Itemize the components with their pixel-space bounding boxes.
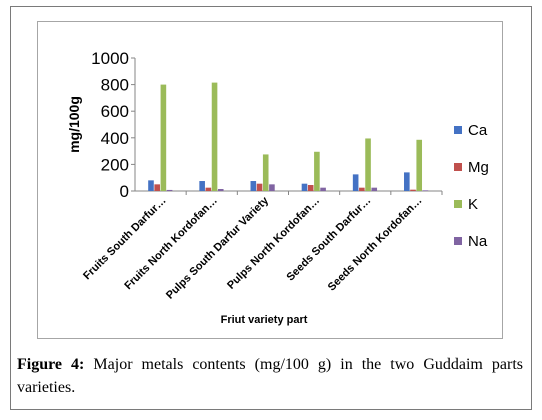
y-tick-label: 600 bbox=[101, 102, 129, 121]
legend-label-na: Na bbox=[468, 233, 488, 250]
bar-k bbox=[262, 154, 269, 191]
bar-k bbox=[314, 151, 320, 191]
bar-na bbox=[422, 190, 429, 191]
figure-caption: Figure 4: Major metals contents (mg/100 … bbox=[17, 353, 523, 399]
x-category-label: Seeds North Kordofan… bbox=[326, 195, 425, 294]
bar-ca bbox=[199, 181, 205, 191]
bar-mg bbox=[256, 183, 263, 191]
bar-ca bbox=[352, 174, 359, 191]
legend-swatch-k bbox=[454, 200, 462, 208]
y-axis-title: mg/100g bbox=[66, 96, 82, 153]
x-axis-title: Friut variety part bbox=[221, 314, 308, 326]
bar-k bbox=[416, 139, 423, 191]
bar-ca bbox=[148, 180, 154, 191]
legend-label-mg: Mg bbox=[468, 159, 489, 176]
x-category-label: Pulps North Kordofan… bbox=[225, 195, 322, 292]
legend-swatch-ca bbox=[454, 126, 462, 134]
bar-na bbox=[269, 184, 275, 191]
y-tick-label: 200 bbox=[101, 155, 129, 174]
bar-na bbox=[166, 189, 173, 191]
x-category-label: Fruits South Darfur… bbox=[81, 195, 169, 283]
legend-swatch-mg bbox=[454, 163, 462, 171]
y-tick-label: 400 bbox=[101, 129, 129, 148]
bar-k bbox=[211, 82, 218, 191]
caption-text: Major metals contents (mg/100 g) in the … bbox=[17, 356, 524, 396]
x-category-label: Pulps South Darfur Variety bbox=[164, 194, 272, 302]
bar-ca bbox=[404, 172, 410, 191]
bar-mg bbox=[205, 187, 212, 191]
bar-chart: 0 200 400 600 800 1000 mg/100g Fruits South Dar… bbox=[66, 49, 489, 326]
bar-ca bbox=[250, 181, 257, 191]
bar-na bbox=[217, 189, 224, 191]
y-tick-label: 800 bbox=[101, 76, 129, 95]
legend-label-ca: Ca bbox=[468, 122, 488, 139]
bar-k bbox=[365, 138, 371, 191]
x-category-label: Seeds South Darfur… bbox=[284, 195, 373, 284]
x-category-label: Fruits North Kordofan… bbox=[122, 195, 220, 293]
bar-na bbox=[371, 187, 378, 191]
y-tick-label: 1000 bbox=[91, 49, 129, 68]
chart-area: 0 200 400 600 800 1000 mg/100g Fruits South Dar… bbox=[37, 21, 503, 339]
bar-mg bbox=[307, 185, 314, 191]
legend-label-k: K bbox=[468, 196, 478, 213]
legend-swatch-na bbox=[454, 237, 462, 245]
bar-mg bbox=[154, 184, 160, 191]
bar-ca bbox=[301, 183, 308, 191]
figure-frame: 0 200 400 600 800 1000 mg/100g Fruits South Dar… bbox=[10, 6, 532, 410]
y-tick-label: 0 bbox=[120, 182, 129, 201]
bar-mg bbox=[410, 189, 416, 191]
bar-na bbox=[320, 187, 326, 191]
bar-k bbox=[160, 84, 167, 191]
caption-label: Figure 4: bbox=[17, 356, 85, 373]
bar-mg bbox=[359, 187, 365, 191]
